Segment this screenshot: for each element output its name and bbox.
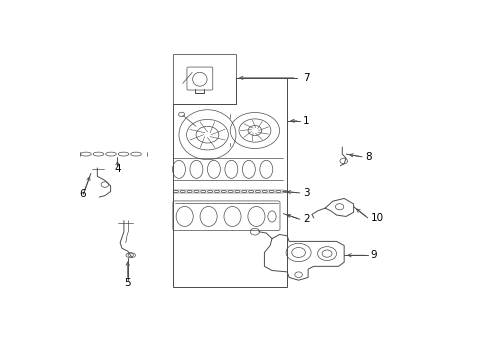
Text: 1: 1 <box>303 116 309 126</box>
Text: 3: 3 <box>303 188 309 198</box>
Text: 4: 4 <box>114 164 121 174</box>
Text: 10: 10 <box>371 213 384 223</box>
Text: 9: 9 <box>371 250 377 260</box>
Text: 5: 5 <box>124 278 131 288</box>
Text: 7: 7 <box>303 73 309 83</box>
Text: 2: 2 <box>303 214 309 224</box>
Text: 6: 6 <box>79 189 86 199</box>
Text: 8: 8 <box>365 152 372 162</box>
